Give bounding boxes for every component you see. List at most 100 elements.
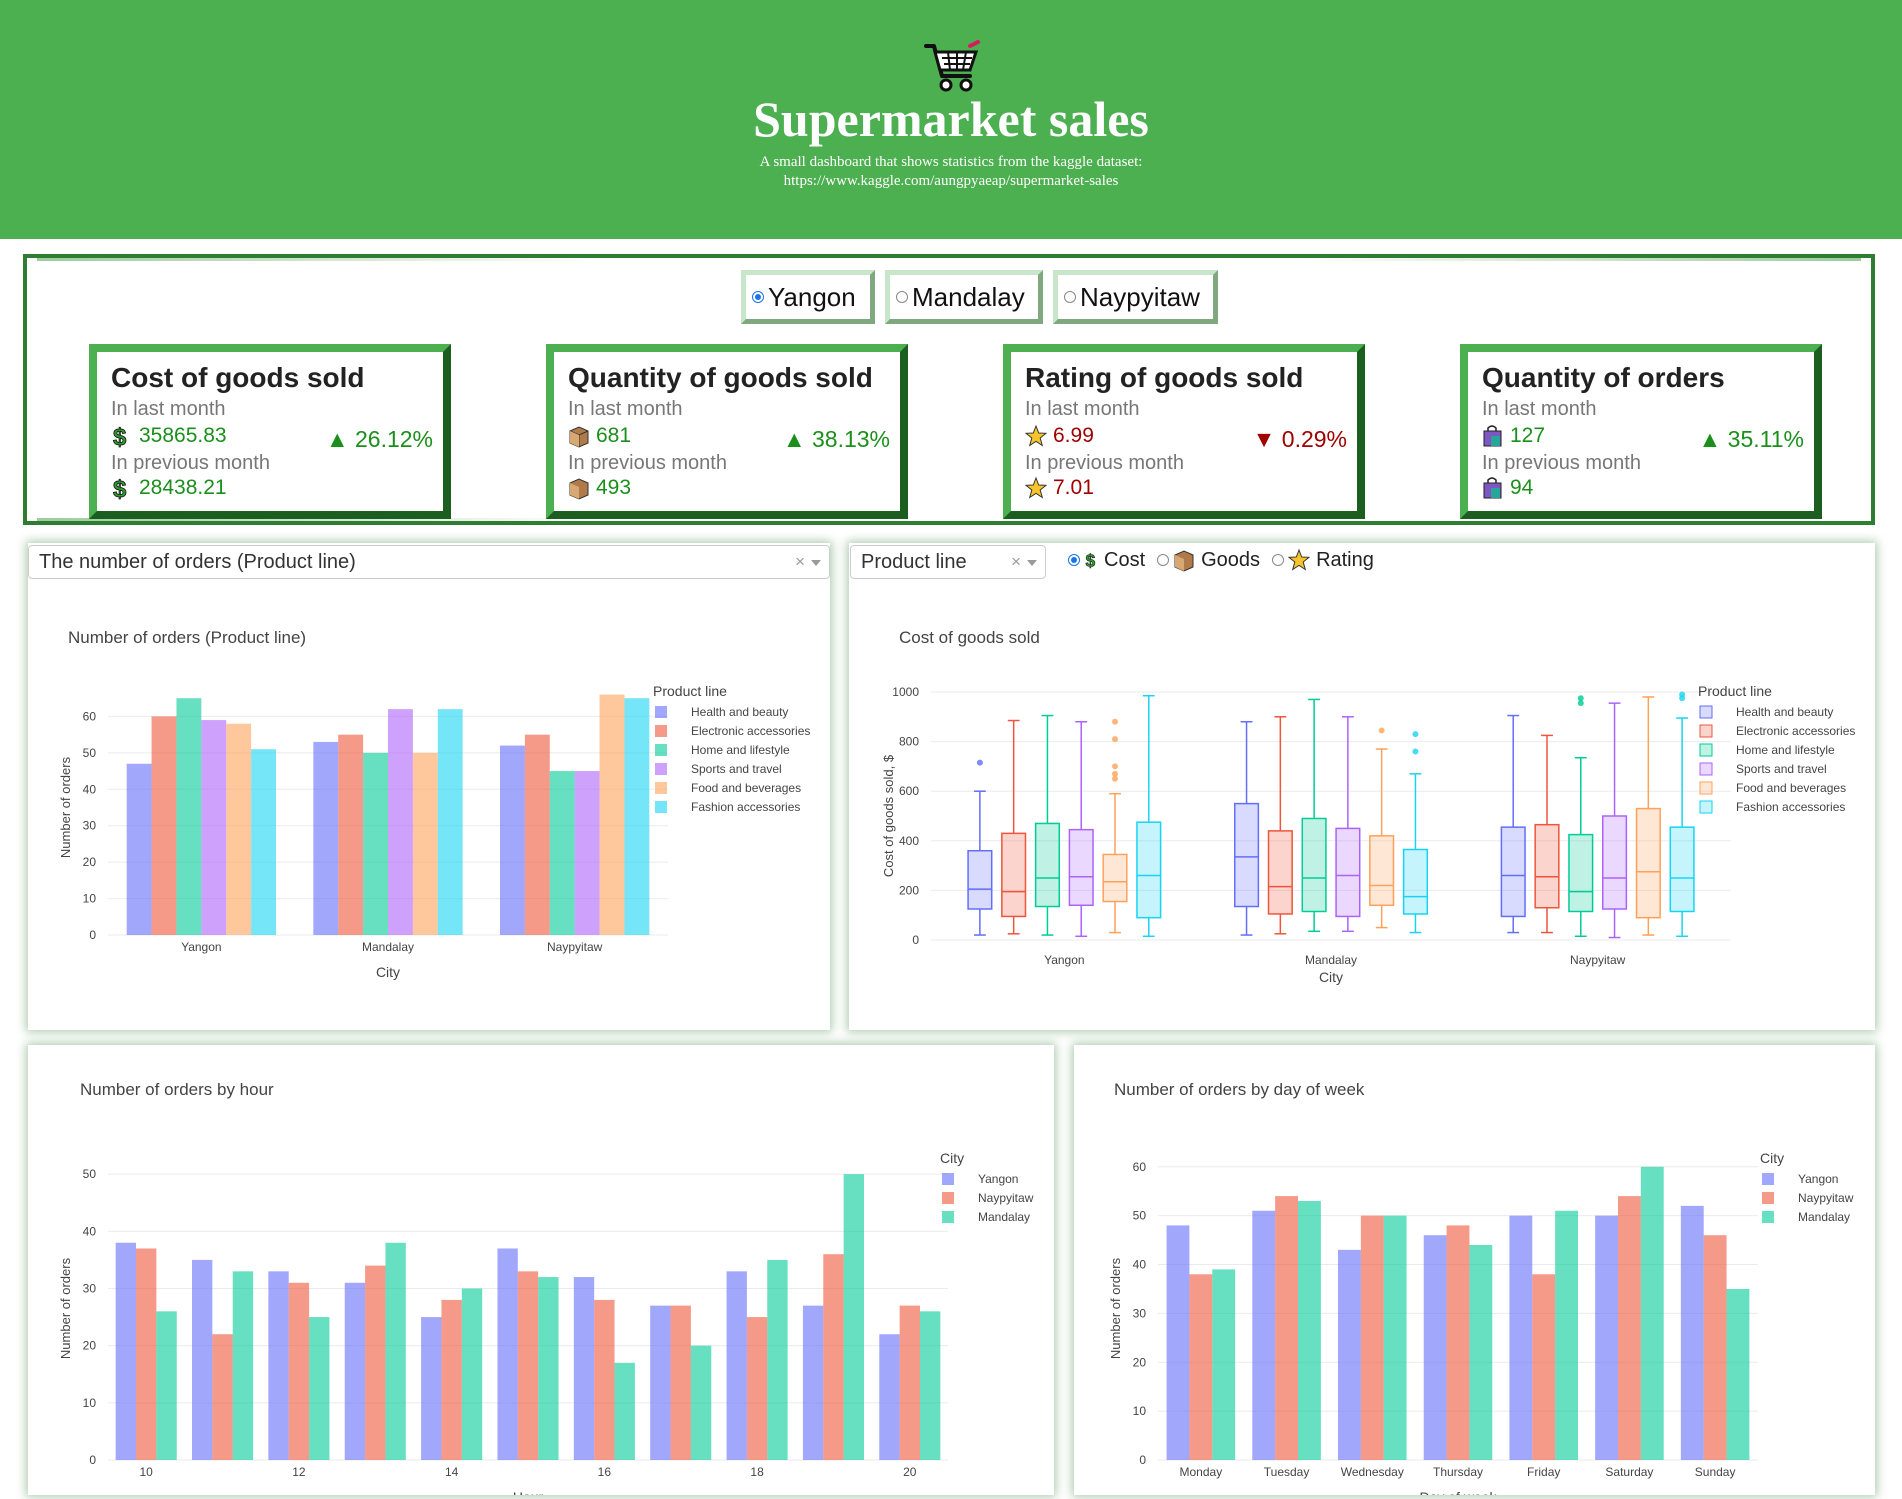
legend-swatch-naypyitaw (942, 1192, 954, 1204)
bar-food-and-beverages-mandalay (412, 752, 438, 935)
chart-title: Number of orders by day of week (1114, 1080, 1365, 1099)
chevron-down-icon[interactable] (1027, 560, 1037, 566)
page-title: Supermarket sales (753, 91, 1149, 147)
legend-title: City (940, 1150, 964, 1166)
box-food-and-beverages-yangon (1102, 853, 1128, 903)
bar-electronic-accessories-yangon (151, 716, 177, 935)
x-tick-label: 18 (750, 1465, 764, 1479)
x-axis-label: City (1319, 969, 1343, 985)
radio-icon[interactable] (1157, 554, 1170, 566)
metric-option-rating[interactable]: Rating (1272, 548, 1374, 572)
dollar-icon: $ (113, 476, 128, 500)
legend-title: Product line (1698, 683, 1772, 699)
card-last-value: $ 35865.83 (111, 424, 227, 448)
x-tick-label: Thursday (1433, 1465, 1483, 1479)
orders-by-hour-chart: 0 10 20 30 40 50 Number of orders by hour Hour N… (58, 1080, 1034, 1495)
box-home-and-lifestyle-naypyitaw (1568, 833, 1594, 913)
outlier-health-and-beauty-yangon (976, 759, 983, 766)
svg-text:$: $ (1085, 551, 1095, 571)
box-home-and-lifestyle-mandalay (1301, 817, 1327, 913)
city-option-mandalay[interactable]: Mandalay (885, 270, 1043, 324)
bar-naypyitaw-friday (1532, 1274, 1556, 1460)
box-food-and-beverages-mandalay (1369, 835, 1395, 907)
legend-title: Product line (653, 683, 727, 699)
bar-yangon-18 (726, 1271, 747, 1460)
x-tick-label: Yangon (1044, 953, 1084, 967)
city-option-yangon[interactable]: Yangon (741, 270, 875, 324)
bar-naypyitaw-sunday (1703, 1235, 1727, 1460)
bar-mandalay-12 (309, 1317, 330, 1460)
card-change: ▲ 26.12% (325, 426, 433, 452)
legend-label-sports-and-travel: Sports and travel (1736, 762, 1827, 776)
bar-yangon-16 (573, 1277, 595, 1460)
dropdown-value: The number of orders (Product line) (39, 550, 356, 573)
bar-mandalay-11 (232, 1271, 254, 1460)
x-tick-label: 12 (292, 1465, 306, 1479)
bar-naypyitaw-saturday (1618, 1196, 1641, 1460)
dropdown-value: Product line (861, 550, 967, 573)
metric-option-cost[interactable]: $ Cost (1068, 548, 1145, 572)
bar-yangon-sunday (1680, 1205, 1704, 1460)
bar-health-and-beauty-mandalay (313, 741, 339, 935)
card-last-label: In last month (1025, 398, 1140, 420)
legend-label-electronic-accessories: Electronic accessories (691, 724, 810, 738)
svg-text:$: $ (113, 424, 127, 448)
legend-swatch-sports-and-travel (1699, 762, 1713, 776)
legend-swatch-mandalay (1762, 1211, 1774, 1223)
y-tick-label: 40 (1133, 1258, 1147, 1272)
box-health-and-beauty-mandalay (1233, 802, 1260, 908)
box-health-and-beauty-yangon (967, 849, 993, 910)
header-banner: Supermarket sales A small dashboard that… (0, 0, 1902, 239)
clear-icon[interactable]: × (1011, 552, 1021, 571)
city-option-label: Mandalay (912, 281, 1025, 312)
outlier-fashion-accessories-mandalay (1412, 748, 1419, 755)
grouping-dropdown[interactable]: Product line × (850, 545, 1046, 579)
radio-icon[interactable] (896, 291, 908, 303)
orders-chart-dropdown[interactable]: The number of orders (Product line) × (28, 545, 830, 579)
outlier-food-and-beverages-yangon (1112, 770, 1118, 777)
star-icon (1025, 476, 1047, 499)
x-tick-label: Mandalay (1305, 953, 1357, 967)
box-icon (569, 478, 589, 500)
legend-title: City (1760, 1150, 1784, 1166)
radio-icon[interactable] (1272, 554, 1285, 566)
box-home-and-lifestyle-yangon (1034, 822, 1061, 908)
bar-yangon-14 (421, 1317, 442, 1460)
city-option-naypyitaw[interactable]: Naypyitaw (1053, 270, 1218, 324)
legend-label-yangon: Yangon (978, 1172, 1018, 1186)
card-change: ▲ 35.11% (1698, 426, 1804, 452)
card-last-value: 127 (1482, 424, 1545, 448)
bar-naypyitaw-11 (212, 1334, 233, 1460)
legend-swatch-sports-and-travel (655, 763, 667, 775)
outlier-food-and-beverages-yangon (1112, 718, 1118, 725)
shopping-bag-icon (1483, 425, 1502, 447)
x-tick-label: 10 (140, 1465, 154, 1479)
bar-electronic-accessories-naypyitaw (524, 734, 550, 935)
x-tick-label: Naypyitaw (1570, 953, 1626, 967)
bar-sports-and-travel-yangon (201, 720, 227, 935)
shopping-cart-icon (924, 40, 980, 92)
bar-fashion-accessories-mandalay (437, 709, 463, 935)
y-tick-label: 1000 (892, 685, 919, 699)
card-title: Quantity of goods sold (568, 362, 873, 393)
legend-swatch-electronic-accessories (1699, 724, 1713, 738)
bar-food-and-beverages-naypyitaw (599, 694, 625, 935)
y-tick-label: 50 (83, 1167, 97, 1181)
clear-icon[interactable]: × (795, 552, 805, 571)
radio-selected-icon[interactable] (752, 291, 764, 303)
metric-option-label: Rating (1316, 548, 1374, 571)
chevron-down-icon[interactable] (811, 560, 821, 566)
bar-yangon-11 (192, 1259, 213, 1460)
bar-yangon-thursday (1423, 1235, 1447, 1460)
x-tick-label: Sunday (1695, 1465, 1736, 1479)
x-axis-label: Hour (513, 1489, 544, 1495)
metric-option-goods[interactable]: Goods (1157, 548, 1260, 572)
bar-naypyitaw-12 (288, 1282, 310, 1460)
y-tick-label: 20 (1133, 1355, 1147, 1369)
bar-mandalay-saturday (1640, 1166, 1664, 1460)
legend-label-fashion-accessories: Fashion accessories (1736, 800, 1845, 814)
radio-icon[interactable] (1064, 291, 1076, 303)
radio-selected-icon[interactable] (1068, 554, 1080, 566)
bar-naypyitaw-monday (1189, 1274, 1213, 1460)
y-tick-label: 30 (83, 819, 97, 833)
